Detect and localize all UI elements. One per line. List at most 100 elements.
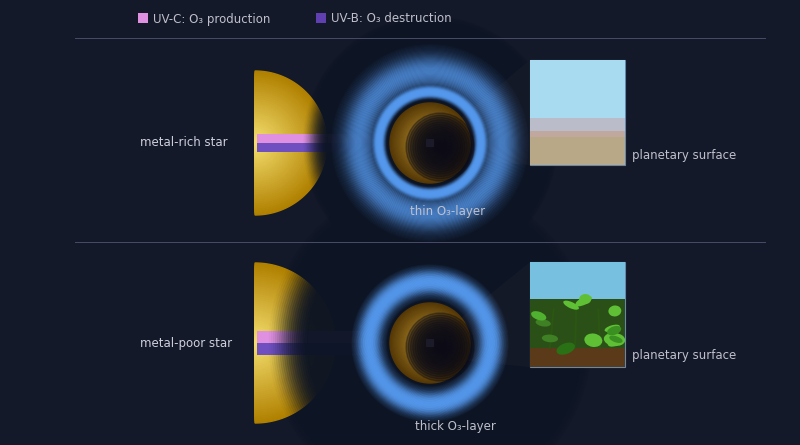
Polygon shape [255,100,298,186]
Ellipse shape [536,319,550,327]
Circle shape [310,23,550,263]
Polygon shape [255,132,266,154]
Polygon shape [255,139,258,146]
Circle shape [418,132,442,154]
Circle shape [406,313,474,381]
Polygon shape [255,77,322,210]
Polygon shape [255,337,261,349]
Polygon shape [255,73,325,213]
Circle shape [406,119,454,167]
Circle shape [428,341,432,345]
Text: planetary surface: planetary surface [632,348,736,361]
Polygon shape [255,113,286,174]
Ellipse shape [610,336,622,343]
Circle shape [321,33,539,253]
Polygon shape [255,101,296,184]
Polygon shape [255,335,263,351]
Circle shape [323,36,537,250]
Circle shape [404,117,456,169]
Circle shape [413,120,467,174]
Circle shape [319,32,541,254]
Polygon shape [255,291,307,395]
Circle shape [408,121,452,165]
Circle shape [396,109,464,177]
Circle shape [412,125,448,161]
Circle shape [410,122,450,164]
Circle shape [412,325,448,361]
Circle shape [402,315,458,372]
Circle shape [318,31,542,255]
Circle shape [423,136,437,150]
Polygon shape [255,271,327,415]
Circle shape [414,127,446,159]
Circle shape [415,122,465,172]
Polygon shape [255,319,279,367]
Polygon shape [255,93,306,194]
Circle shape [428,141,432,145]
Circle shape [390,303,470,383]
Polygon shape [255,293,305,393]
Polygon shape [255,78,320,208]
Bar [530,262,625,299]
Ellipse shape [563,301,579,310]
Circle shape [414,327,446,359]
Circle shape [290,203,570,445]
Polygon shape [255,107,291,179]
Polygon shape [255,305,293,381]
Circle shape [408,321,452,365]
Polygon shape [450,262,530,367]
Bar [530,118,625,137]
Polygon shape [255,265,333,421]
Polygon shape [257,343,371,355]
Polygon shape [255,301,297,385]
Polygon shape [255,279,319,407]
Circle shape [286,199,574,445]
Circle shape [431,138,449,156]
Circle shape [397,110,463,176]
Polygon shape [255,136,262,150]
Bar [530,131,625,165]
Polygon shape [255,109,289,177]
Circle shape [420,333,440,353]
Circle shape [407,320,453,366]
Circle shape [327,40,533,246]
Circle shape [416,129,444,157]
Circle shape [307,20,553,266]
Polygon shape [255,85,313,201]
Polygon shape [255,275,323,411]
Circle shape [278,190,582,445]
Polygon shape [255,329,269,357]
Circle shape [416,329,444,357]
Polygon shape [255,94,303,192]
Polygon shape [255,295,303,391]
Polygon shape [255,307,291,379]
Circle shape [426,333,454,360]
Circle shape [394,307,466,378]
Circle shape [408,115,472,179]
Polygon shape [255,96,302,190]
Text: thin O₃-layer: thin O₃-layer [410,205,485,218]
Circle shape [297,210,563,445]
Text: UV-C: O₃ production: UV-C: O₃ production [153,12,270,25]
Polygon shape [255,299,299,387]
Bar [426,138,434,147]
Circle shape [410,323,450,364]
Circle shape [434,140,446,154]
Circle shape [391,304,469,382]
Circle shape [415,128,445,158]
Bar [316,13,326,23]
Circle shape [424,138,436,149]
Circle shape [408,315,472,379]
Circle shape [394,307,466,380]
Polygon shape [255,138,260,148]
Polygon shape [255,273,325,413]
Circle shape [429,142,431,144]
Circle shape [413,320,467,374]
Polygon shape [257,331,371,343]
Circle shape [429,336,451,358]
Bar [530,60,625,165]
Ellipse shape [579,294,591,304]
Circle shape [405,118,455,168]
Circle shape [326,39,534,247]
Polygon shape [255,263,335,423]
